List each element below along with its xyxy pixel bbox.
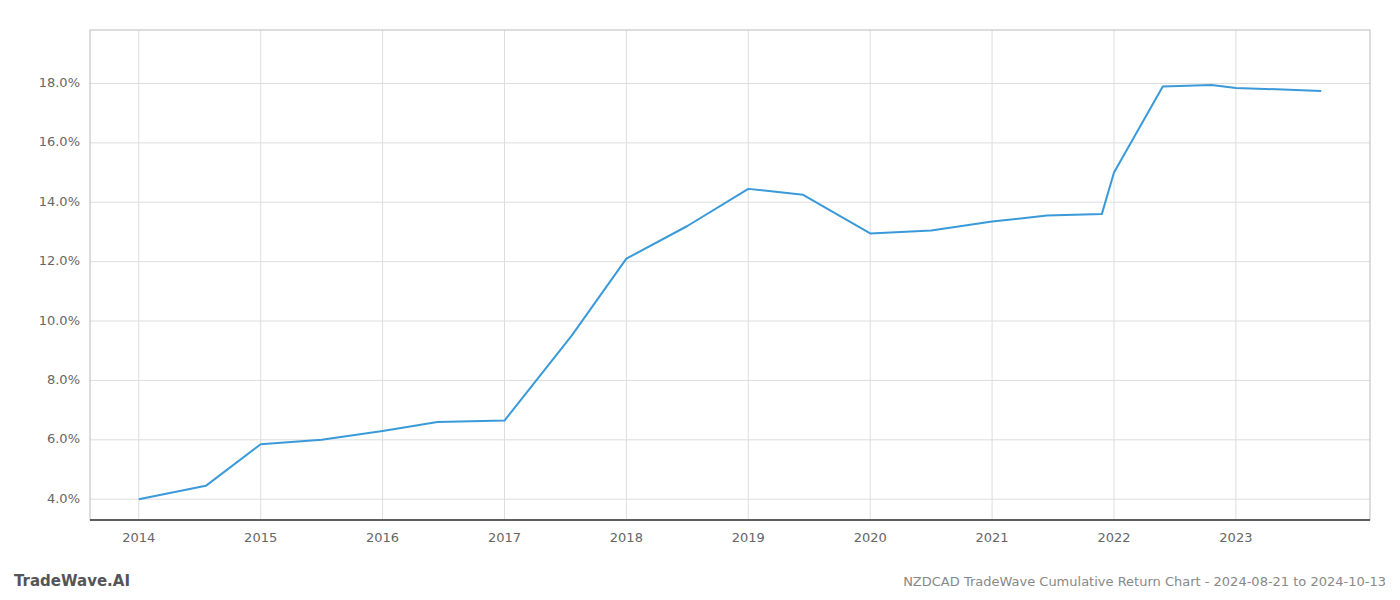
x-tick-label: 2023 (1219, 530, 1252, 545)
y-grid-line (90, 83, 1370, 84)
y-tick-label: 4.0% (47, 491, 80, 506)
y-tick-label: 16.0% (39, 134, 80, 149)
x-tick-label: 2016 (366, 530, 399, 545)
x-tick-label: 2015 (244, 530, 277, 545)
y-grid-line (90, 202, 1370, 203)
x-grid-line (382, 30, 383, 520)
data-area (139, 85, 1321, 499)
x-tick-label: 2021 (976, 530, 1009, 545)
x-tick-label: 2017 (488, 530, 521, 545)
x-tick-label: 2020 (854, 530, 887, 545)
y-grid-line (90, 142, 1370, 143)
y-grid-line (90, 499, 1370, 500)
x-grid-line (504, 30, 505, 520)
x-tick-label: 2018 (610, 530, 643, 545)
y-tick-label: 12.0% (39, 253, 80, 268)
grid (90, 30, 1370, 520)
x-grid-line (260, 30, 261, 520)
x-tick-label: 2019 (732, 530, 765, 545)
x-axis-line (90, 519, 1370, 521)
y-tick-label: 10.0% (39, 313, 80, 328)
x-grid-line (138, 30, 139, 520)
y-grid-line (90, 261, 1370, 262)
x-grid-line (748, 30, 749, 520)
title: NZDCAD TradeWave Cumulative Return Chart… (903, 574, 1386, 589)
y-grid-line (90, 380, 1370, 381)
x-grid-line (870, 30, 871, 520)
axes: 4.0% 6.0% 8.0% 10.0% 12.0% 14.0% 16.0% 18.0% 201… (39, 30, 1370, 545)
x-grid-line (1114, 30, 1115, 520)
x-grid-line (992, 30, 993, 520)
x-tick-label: 2014 (122, 530, 155, 545)
data-line (139, 85, 1321, 499)
y-tick-label: 8.0% (47, 372, 80, 387)
x-grid-line (1235, 30, 1236, 520)
x-grid-line (626, 30, 627, 520)
y-tick-label: 6.0% (47, 431, 80, 446)
page: {"chart_data": {"type": "line", "title":… (0, 0, 1400, 600)
plot-frame (90, 30, 1370, 520)
y-tick-label: 18.0% (39, 75, 80, 90)
y-grid-line (90, 321, 1370, 322)
watermark: TradeWave.AI (14, 572, 130, 590)
x-tick-label: 2022 (1097, 530, 1130, 545)
y-grid-line (90, 439, 1370, 440)
chart: 4.0% 6.0% 8.0% 10.0% 12.0% 14.0% 16.0% 18.0% 201… (0, 0, 1400, 600)
y-tick-label: 14.0% (39, 194, 80, 209)
texts: TradeWave.AI NZDCAD TradeWave Cumulative … (14, 572, 1386, 590)
